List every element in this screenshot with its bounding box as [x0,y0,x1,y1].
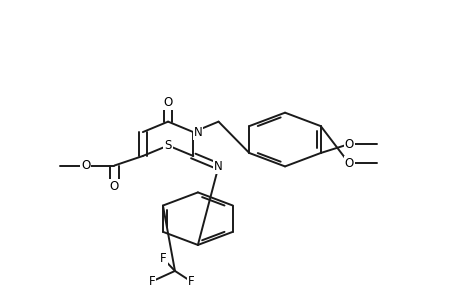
Text: O: O [110,180,119,193]
Text: N: N [214,160,223,173]
Text: O: O [344,157,353,170]
Text: N: N [193,126,202,139]
Text: F: F [160,253,167,266]
Text: O: O [344,137,353,151]
Text: F: F [187,275,194,288]
Text: O: O [81,159,90,172]
Text: S: S [164,139,171,152]
Text: O: O [163,96,172,109]
Text: F: F [148,275,155,288]
